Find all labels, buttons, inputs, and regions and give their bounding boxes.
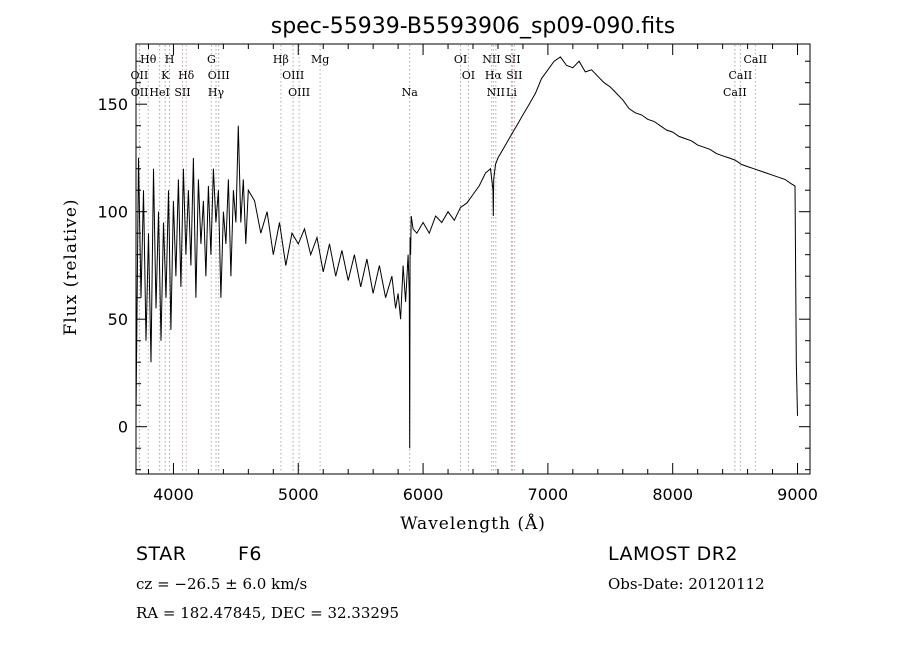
line-marker-label: Li: [506, 86, 517, 99]
tick-labels: 4000 5000 6000 7000 8000 9000 0 50 100 150: [97, 95, 817, 504]
line-marker-label: OI: [462, 69, 475, 82]
y-tick-label: 50: [108, 310, 128, 329]
spectral-subclass: F6: [238, 543, 263, 565]
redshift-cz: cz = −26.5 ± 6.0 km/s: [136, 575, 308, 593]
line-marker-label: Hβ: [273, 53, 289, 66]
line-marker-label: NII: [487, 86, 505, 99]
line-marker-label: CaII: [743, 53, 767, 66]
x-tick-label: 6000: [403, 485, 444, 504]
y-axis-label: Flux (relative): [61, 198, 81, 335]
line-marker-label: OIII: [282, 69, 304, 82]
line-marker-label: OI: [454, 53, 467, 66]
coordinates: RA = 182.47845, DEC = 32.33295: [136, 604, 400, 622]
line-marker-label: Hθ: [140, 53, 157, 66]
x-tick-label: 7000: [528, 485, 569, 504]
line-marker-label: H: [165, 53, 175, 66]
line-marker-label: SII: [174, 86, 190, 99]
line-marker-label: OII: [131, 86, 149, 99]
line-marker-label: NII: [482, 53, 500, 66]
chart-title: spec-55939-B5593906_sp09-090.fits: [271, 14, 676, 39]
object-class: STAR: [136, 543, 187, 565]
spectrum-line: [135, 56, 798, 449]
x-tick-label: 5000: [278, 485, 319, 504]
y-tick-label: 150: [97, 95, 128, 114]
line-marker-label: G: [207, 53, 216, 66]
line-marker-label: OII: [131, 69, 149, 82]
line-marker-label: CaII: [729, 69, 753, 82]
line-marker-label: CaII: [723, 86, 747, 99]
line-marker-label: Mg: [311, 53, 329, 66]
line-marker-label: OIII: [208, 69, 230, 82]
line-marker-label: OIII: [288, 86, 310, 99]
line-marker-label: Na: [402, 86, 419, 99]
line-marker-label: HeI: [149, 86, 169, 99]
axes: [135, 43, 811, 475]
line-marker-label: Hγ: [208, 86, 225, 99]
observation-date: Obs-Date: 20120112: [608, 575, 765, 593]
y-tick-label: 0: [118, 418, 128, 437]
line-markers: Hθ OII OII KH HeI SII Hδ G OIII Hγ Hβ OIII OIII Mg Na O…: [131, 45, 767, 473]
line-marker-label: SII: [506, 69, 522, 82]
x-tick-label: 4000: [153, 485, 194, 504]
line-marker-label: K: [161, 69, 170, 82]
x-axis-label: Wavelength (Å): [400, 513, 546, 534]
line-marker-label: Hα: [485, 69, 503, 82]
line-marker-label: SII: [504, 53, 520, 66]
x-tick-label: 8000: [652, 485, 693, 504]
line-marker-label: Hδ: [178, 69, 195, 82]
x-tick-label: 9000: [777, 485, 818, 504]
spectrum-series: [135, 56, 798, 449]
survey-label: LAMOST DR2: [608, 543, 738, 565]
y-tick-label: 100: [97, 203, 128, 222]
plot-frame: [135, 43, 811, 475]
